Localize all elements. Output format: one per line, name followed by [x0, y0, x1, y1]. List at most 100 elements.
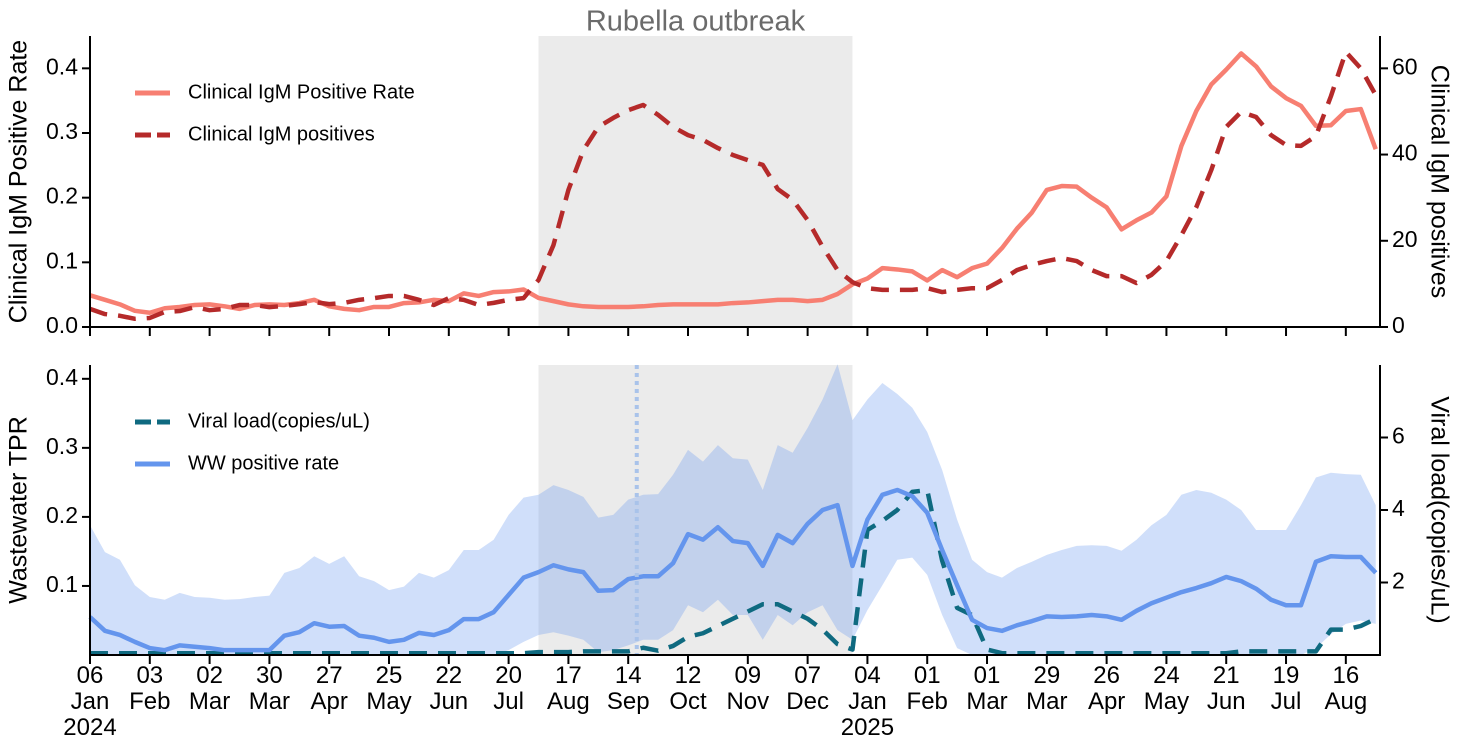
- y-tick-label: 0.0: [46, 312, 78, 338]
- x-tick-label-line: 2025: [841, 714, 894, 741]
- x-tick-label-line: 14: [615, 662, 642, 689]
- x-tick-label: 04 Jan 2025: [841, 662, 894, 741]
- x-tick-label-line: Apr: [1088, 688, 1125, 715]
- y2-tick-label: 4: [1392, 495, 1405, 521]
- x-tick-label-line: Aug: [547, 688, 590, 715]
- x-tick-label-line: Jun: [1207, 688, 1246, 715]
- x-tick-label-line: Jul: [493, 688, 524, 715]
- y-tick-label: 0.3: [46, 118, 78, 144]
- y2-tick-label: 40: [1392, 140, 1418, 166]
- y2-axis-title: Viral load(copies/uL): [1425, 396, 1453, 623]
- x-tick-label-line: Mar: [966, 688, 1007, 715]
- x-tick-label-line: Feb: [129, 688, 170, 715]
- x-tick-label: 19 Jul: [1271, 662, 1302, 715]
- x-tick-label: 30 Mar: [249, 662, 290, 715]
- x-tick-label: 12 Oct: [669, 662, 707, 715]
- x-tick-label-line: Apr: [311, 688, 348, 715]
- x-tick-label: 16 Aug: [1324, 662, 1367, 715]
- legend-label: WW positive rate: [188, 452, 339, 474]
- y2-tick-label: 6: [1392, 423, 1405, 449]
- x-tick-label-line: 22: [435, 662, 462, 689]
- x-tick-label-line: 12: [675, 662, 702, 689]
- x-tick-label: 20 Jul: [493, 662, 524, 715]
- x-tick-label: 06 Jan 2024: [63, 662, 116, 741]
- y2-tick-label: 0: [1392, 312, 1405, 338]
- x-tick-label-line: 19: [1273, 662, 1300, 689]
- x-tick-label: 14 Sep: [607, 662, 650, 715]
- x-tick-label: 02 Mar: [189, 662, 230, 715]
- y2-axis-title: Clinical IgM positives: [1425, 65, 1453, 298]
- x-tick-label-line: 27: [316, 662, 343, 689]
- x-tick-label-line: 03: [136, 662, 163, 689]
- confidence-band: [90, 364, 1376, 655]
- y-axis-title: Wastewater TPR: [5, 416, 33, 604]
- x-tick-label: 09 Nov: [726, 662, 769, 715]
- y-tick-label: 0.2: [46, 183, 78, 209]
- series-line: [88, 487, 1378, 653]
- x-tick-label-line: 2024: [63, 714, 116, 741]
- y-tick-label: 0.3: [46, 433, 78, 459]
- legend-label: Clinical IgM positives: [188, 123, 375, 145]
- legend-label: Viral load(copies/uL): [188, 410, 370, 432]
- y-tick-label: 0.1: [46, 571, 78, 597]
- x-tick-label-line: Sep: [607, 688, 650, 715]
- x-tick-label-line: 20: [495, 662, 522, 689]
- x-tick-label: 26 Apr: [1088, 662, 1125, 715]
- x-tick-label: 07 Dec: [786, 662, 829, 715]
- x-tick-label-line: Nov: [726, 688, 769, 715]
- x-tick-label-line: May: [1144, 688, 1189, 715]
- x-tick-label-line: 04: [854, 662, 881, 689]
- legend-label: Clinical IgM Positive Rate: [188, 81, 415, 103]
- y-axis-title: Clinical IgM Positive Rate: [5, 40, 33, 323]
- x-tick-label-line: 01: [974, 662, 1001, 689]
- x-tick-label-line: 02: [196, 662, 223, 689]
- x-tick-label: 22 Jun: [429, 662, 468, 715]
- x-tick-label-line: 16: [1332, 662, 1359, 689]
- x-tick-label-line: Mar: [249, 688, 290, 715]
- x-tick-label-line: Dec: [786, 688, 829, 715]
- x-tick-label-line: 26: [1093, 662, 1120, 689]
- x-tick-label-line: Jan: [848, 688, 887, 715]
- y-tick-label: 0.1: [46, 247, 78, 273]
- x-tick-label: 03 Feb: [129, 662, 170, 715]
- x-tick-label-line: Aug: [1324, 688, 1367, 715]
- x-tick-label-line: 30: [256, 662, 283, 689]
- x-tick-label-line: Oct: [669, 688, 707, 715]
- x-tick-label-line: 01: [914, 662, 941, 689]
- y-tick-label: 0.4: [46, 364, 78, 390]
- outbreak-shade: [538, 365, 853, 655]
- x-tick-label-line: Mar: [189, 688, 230, 715]
- series-line: [90, 487, 1377, 656]
- x-tick-label-line: 17: [555, 662, 582, 689]
- x-tick-label: 25 May: [366, 662, 411, 715]
- y2-tick-label: 2: [1392, 568, 1405, 594]
- y-tick-label: 0.4: [46, 53, 78, 79]
- x-tick-label-line: Feb: [907, 688, 948, 715]
- x-tick-label: 24 May: [1144, 662, 1189, 715]
- x-tick-label: 21 Jun: [1207, 662, 1246, 715]
- series-line: [89, 49, 1378, 322]
- x-tick-label: 27 Apr: [311, 662, 348, 715]
- y-tick-label: 0.2: [46, 502, 78, 528]
- x-tick-label-line: Jan: [71, 688, 110, 715]
- outbreak-shade: [538, 36, 853, 327]
- x-tick-label-line: 06: [77, 662, 104, 689]
- x-tick-label-line: 24: [1153, 662, 1180, 689]
- x-tick-label-line: 25: [376, 662, 403, 689]
- x-tick-label-line: Jul: [1271, 688, 1302, 715]
- shade-annotation: Rubella outbreak: [586, 6, 806, 38]
- x-tick-label: 29 Mar: [1026, 662, 1067, 715]
- y2-tick-label: 60: [1392, 53, 1418, 79]
- x-tick-label-line: 21: [1213, 662, 1240, 689]
- x-tick-label-line: 09: [734, 662, 761, 689]
- x-tick-label: 01 Feb: [907, 662, 948, 715]
- x-tick-label-line: 29: [1033, 662, 1060, 689]
- x-tick-label-line: Jun: [429, 688, 468, 715]
- x-tick-label: 01 Mar: [966, 662, 1007, 715]
- y2-tick-label: 20: [1392, 226, 1418, 252]
- x-tick-label-line: Mar: [1026, 688, 1067, 715]
- x-tick-label-line: 07: [794, 662, 821, 689]
- x-tick-label: 17 Aug: [547, 662, 590, 715]
- x-tick-label-line: May: [366, 688, 411, 715]
